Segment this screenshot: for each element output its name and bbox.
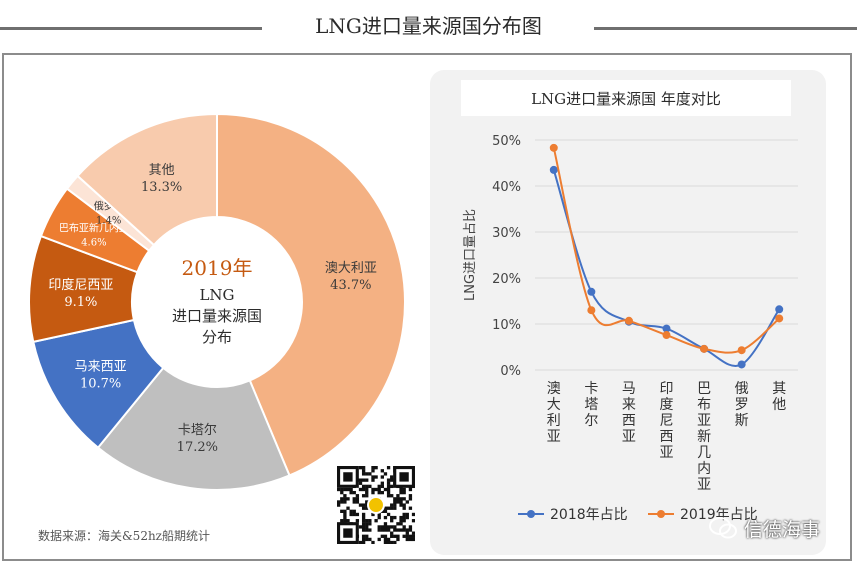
donut-label-other: 其他 [149, 163, 175, 178]
legend-label-1: 2019年占比 [680, 507, 758, 523]
donut-value-qatar: 17.2% [177, 440, 218, 455]
donut-slice-other [76, 112, 218, 247]
y-tick-label: 20% [492, 272, 521, 287]
series-point-1 [737, 346, 746, 355]
x-tick-label: 其他 [772, 381, 786, 413]
x-tick-label: 马来西亚 [622, 381, 636, 445]
x-tick-label: 澳大利亚 [547, 381, 561, 445]
y-tick-label: 30% [492, 226, 521, 241]
series-point-0 [662, 324, 671, 333]
x-tick-label: 巴布亚新几内亚 [697, 381, 711, 493]
legend-label-0: 2018年占比 [550, 507, 628, 523]
x-tick-label: 俄罗斯 [735, 381, 749, 429]
series-point-0 [587, 287, 596, 296]
donut-center-label: 2019年 LNG 进口量来源国 分布 [172, 256, 262, 346]
donut-value-russia: 1.4% [96, 215, 121, 226]
donut-value-other: 13.3% [141, 180, 182, 195]
wechat-icon [709, 517, 737, 539]
line-chart: LNG进口量来源国 年度对比 0% 10% 20% 30% 40% 50% LNG进口量占比澳… [461, 80, 798, 523]
y-tick-label: 50% [492, 134, 521, 149]
line-chart-title-box [461, 80, 791, 116]
y-axis-label: LNG进口量占比 [463, 209, 478, 301]
series-point-1 [624, 316, 633, 325]
data-source-note: 数据来源：海关&52hz船期统计 [38, 529, 211, 543]
donut-label-malaysia: 马来西亚 [75, 359, 127, 374]
donut-center-line1: LNG [199, 286, 234, 304]
series-line-1 [552, 147, 780, 354]
page-title: LNG进口量来源国分布图 [315, 14, 542, 38]
x-tick-label: 卡塔尔 [584, 381, 598, 429]
series-point-1 [587, 306, 596, 315]
donut-center-year: 2019年 [182, 256, 253, 280]
watermark: 信德海事 [708, 512, 848, 544]
donut-chart: 澳大利亚 43.7% 卡塔尔 17.2% 马来西亚 10.7% 印度尼西亚 9.1% 巴布亚新几… [28, 112, 406, 491]
donut-value-malaysia: 10.7% [80, 376, 121, 391]
legend-marker-0 [527, 510, 535, 518]
donut-value-australia: 43.7% [330, 278, 371, 293]
series-point-0 [737, 360, 746, 369]
qr-code-graphic [337, 466, 415, 544]
line-chart-panel [430, 70, 826, 555]
y-tick-label: 0% [500, 364, 521, 379]
donut-slice-qatar [96, 366, 291, 491]
donut-center-line3: 分布 [202, 328, 232, 346]
donut-value-png: 4.6% [81, 237, 106, 248]
x-tick-label: 印度尼西亚 [660, 381, 674, 461]
header-rule-right [594, 27, 857, 30]
donut-label-australia: 澳大利亚 [325, 260, 377, 276]
donut-value-indonesia: 9.1% [64, 295, 97, 310]
series-point-1 [775, 314, 784, 323]
header-rule-left [0, 27, 262, 30]
series-point-1 [662, 331, 671, 340]
donut-center-line2: 进口量来源国 [172, 307, 262, 325]
series-point-1 [700, 344, 709, 353]
watermark-text: 信德海事 [744, 518, 821, 541]
series-point-0 [775, 305, 784, 314]
donut-slice-australia [216, 112, 406, 477]
series-point-0 [549, 165, 558, 174]
donut-label-indonesia: 印度尼西亚 [48, 277, 113, 293]
y-tick-label: 10% [492, 318, 521, 333]
y-tick-label: 40% [492, 180, 521, 195]
donut-label-qatar: 卡塔尔 [178, 423, 217, 438]
legend-marker-1 [657, 510, 665, 518]
qr-code [337, 466, 415, 544]
line-chart-title: LNG进口量来源国 年度对比 [531, 90, 721, 108]
donut-label-png: 巴布亚新几内亚 [59, 221, 129, 234]
series-point-1 [549, 143, 558, 152]
